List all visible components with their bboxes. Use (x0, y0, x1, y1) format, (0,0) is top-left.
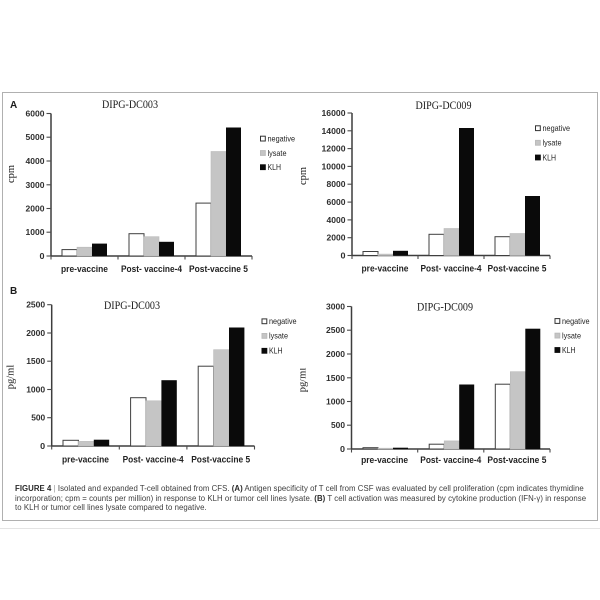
svg-text:pre-vaccine: pre-vaccine (361, 455, 408, 465)
svg-text:3000: 3000 (326, 302, 345, 312)
svg-text:3000: 3000 (26, 180, 45, 190)
svg-text:1500: 1500 (326, 373, 345, 383)
svg-text:0: 0 (40, 251, 45, 261)
svg-text:6000: 6000 (327, 197, 346, 207)
svg-text:4000: 4000 (327, 215, 346, 225)
svg-text:DIPG-DC009: DIPG-DC009 (416, 100, 472, 112)
svg-text:12000: 12000 (322, 144, 346, 154)
svg-text:Post- vaccine-4: Post- vaccine-4 (121, 264, 183, 274)
svg-text:500: 500 (31, 413, 45, 423)
svg-text:0: 0 (40, 441, 45, 451)
svg-text:2000: 2000 (26, 204, 45, 214)
svg-text:0: 0 (341, 251, 346, 261)
svg-text:lysate: lysate (562, 330, 581, 340)
svg-text:lysate: lysate (268, 148, 287, 158)
svg-text:1500: 1500 (26, 356, 45, 366)
svg-text:pre-vaccine: pre-vaccine (61, 264, 108, 274)
svg-text:1000: 1000 (26, 385, 45, 395)
svg-text:8000: 8000 (327, 179, 346, 189)
svg-text:1000: 1000 (26, 227, 45, 237)
svg-text:pg/ml: pg/ml (6, 365, 17, 390)
svg-text:lysate: lysate (543, 138, 562, 148)
svg-text:Post- vaccine-4: Post- vaccine-4 (123, 455, 185, 465)
svg-text:pre-vaccine: pre-vaccine (362, 264, 409, 274)
svg-text:KLH: KLH (268, 162, 282, 172)
svg-text:negative: negative (269, 316, 297, 326)
svg-text:5000: 5000 (26, 132, 45, 142)
svg-text:0: 0 (340, 444, 345, 454)
svg-text:6000: 6000 (26, 109, 45, 119)
svg-text:2500: 2500 (26, 300, 45, 310)
svg-text:lysate: lysate (269, 331, 288, 341)
svg-text:2000: 2000 (26, 328, 45, 338)
svg-text:16000: 16000 (322, 108, 346, 118)
svg-text:KLH: KLH (543, 152, 557, 162)
svg-text:negative: negative (268, 133, 296, 143)
svg-text:Post- vaccine-4: Post- vaccine-4 (421, 264, 483, 274)
svg-text:Post- vaccine-4: Post- vaccine-4 (420, 455, 482, 465)
svg-text:negative: negative (562, 316, 590, 326)
svg-text:pre-vaccine: pre-vaccine (62, 455, 109, 465)
svg-text:Post-vaccine 5: Post-vaccine 5 (488, 264, 547, 274)
svg-text:2000: 2000 (327, 233, 346, 243)
svg-text:2500: 2500 (326, 325, 345, 335)
svg-text:KLH: KLH (269, 346, 283, 356)
svg-text:500: 500 (331, 420, 345, 430)
svg-text:Post-vaccine 5: Post-vaccine 5 (487, 455, 546, 465)
svg-text:10000: 10000 (322, 161, 346, 171)
svg-text:4000: 4000 (26, 156, 45, 166)
svg-text:14000: 14000 (322, 126, 346, 136)
svg-text:cpm: cpm (6, 165, 17, 183)
svg-text:1000: 1000 (326, 397, 345, 407)
svg-text:DIPG-DC009: DIPG-DC009 (417, 302, 473, 314)
svg-text:2000: 2000 (326, 349, 345, 359)
svg-text:KLH: KLH (562, 345, 576, 355)
svg-text:pg/ml: pg/ml (300, 368, 309, 393)
svg-text:Post-vaccine 5: Post-vaccine 5 (189, 264, 248, 274)
svg-text:DIPG-DC003: DIPG-DC003 (104, 300, 160, 312)
svg-text:DIPG-DC003: DIPG-DC003 (102, 99, 158, 111)
svg-text:Post-vaccine 5: Post-vaccine 5 (191, 455, 250, 465)
svg-text:cpm: cpm (300, 167, 309, 185)
svg-text:negative: negative (543, 123, 571, 133)
